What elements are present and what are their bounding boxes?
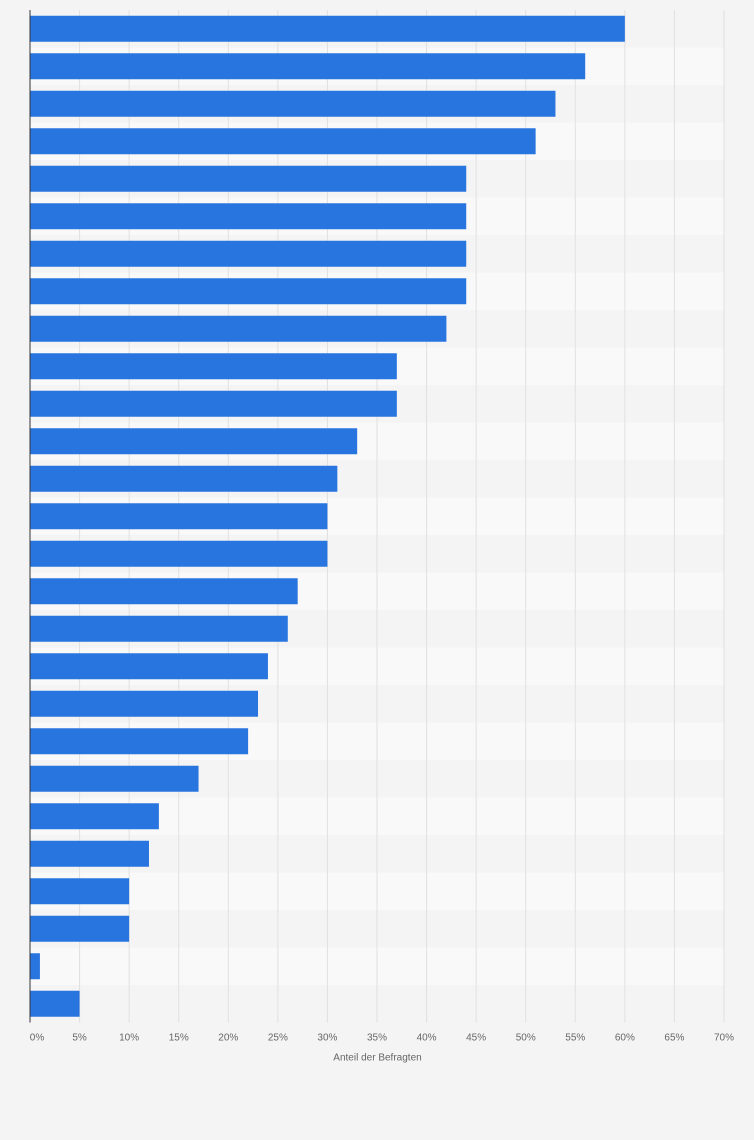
- x-tick-label: 30%: [317, 1033, 337, 1044]
- bar[interactable]: [30, 840, 149, 867]
- bar[interactable]: [30, 165, 467, 192]
- bar[interactable]: [30, 278, 467, 305]
- bars: [30, 15, 625, 1017]
- bar[interactable]: [30, 615, 288, 642]
- bar[interactable]: [30, 690, 259, 717]
- bar[interactable]: [30, 353, 397, 380]
- bar[interactable]: [30, 953, 40, 980]
- bar[interactable]: [30, 128, 536, 155]
- x-tick-label: 45%: [466, 1033, 486, 1044]
- x-tick-label: 5%: [72, 1033, 87, 1044]
- bar[interactable]: [30, 15, 625, 42]
- bar[interactable]: [30, 240, 467, 267]
- bar[interactable]: [30, 503, 328, 530]
- bar[interactable]: [30, 315, 447, 342]
- bar[interactable]: [30, 915, 130, 942]
- bar[interactable]: [30, 90, 556, 117]
- x-tick-label: 50%: [516, 1033, 536, 1044]
- x-tick-labels: 0% 5% 10% 15% 20% 25% 30% 35% 40% 45% 50% 55% 60% 65%…: [30, 1033, 734, 1044]
- bar[interactable]: [30, 428, 358, 455]
- bar[interactable]: [30, 203, 467, 230]
- bar[interactable]: [30, 578, 298, 605]
- x-tick-label: 35%: [367, 1033, 387, 1044]
- bar[interactable]: [30, 653, 268, 680]
- x-axis-title: Anteil der Befragten: [333, 1053, 421, 1064]
- x-tick-label: 0%: [30, 1033, 45, 1044]
- bar[interactable]: [30, 990, 80, 1017]
- x-tick-label: 15%: [169, 1033, 189, 1044]
- bar[interactable]: [30, 390, 397, 417]
- x-tick-label: 60%: [615, 1033, 635, 1044]
- x-tick-label: 10%: [119, 1033, 139, 1044]
- bar[interactable]: [30, 765, 199, 792]
- x-tick-label: 25%: [268, 1033, 288, 1044]
- x-tick-label: 55%: [565, 1033, 585, 1044]
- x-tick-label: 65%: [664, 1033, 684, 1044]
- bar[interactable]: [30, 53, 586, 80]
- x-tick-label: 70%: [714, 1033, 734, 1044]
- bar[interactable]: [30, 803, 159, 830]
- x-tick-label: 20%: [218, 1033, 238, 1044]
- bar[interactable]: [30, 540, 328, 567]
- bar[interactable]: [30, 465, 338, 492]
- bar[interactable]: [30, 728, 249, 755]
- bar[interactable]: [30, 878, 130, 905]
- x-tick-label: 40%: [417, 1033, 437, 1044]
